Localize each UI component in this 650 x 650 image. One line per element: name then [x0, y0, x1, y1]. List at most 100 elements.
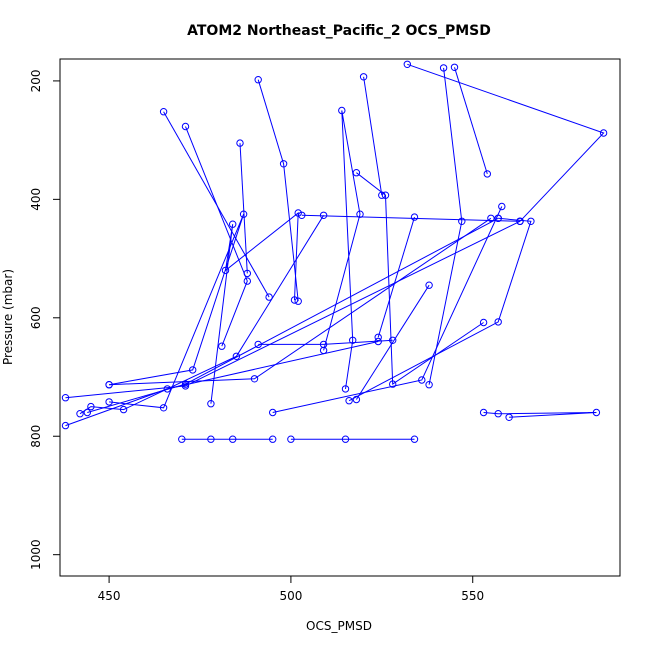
- data-point: [269, 435, 277, 443]
- data-point: [487, 214, 495, 223]
- data-point: [221, 266, 230, 275]
- data-point: [159, 404, 168, 412]
- profile-series: [178, 435, 277, 443]
- plot-frame: [59, 58, 621, 577]
- data-point: [269, 408, 277, 417]
- profile-series: [236, 139, 252, 278]
- profile-series: [287, 435, 419, 443]
- data-point: [349, 336, 357, 344]
- profile-series: [479, 408, 601, 421]
- data-point: [352, 395, 361, 404]
- data-point: [341, 435, 350, 443]
- x-axis-label: OCS_PMSD: [306, 619, 372, 633]
- data-point: [374, 333, 382, 341]
- data-point: [599, 129, 608, 137]
- y-tick-label: 200: [29, 69, 43, 92]
- data-point: [250, 375, 259, 383]
- data-point: [87, 402, 95, 411]
- data-point: [319, 346, 328, 355]
- data-point: [189, 366, 197, 374]
- profile-series: [345, 214, 535, 405]
- series-line: [356, 172, 484, 386]
- data-point: [479, 318, 488, 327]
- chart-title: ATOM2 Northeast_Pacific_2 OCS_PMSD: [187, 23, 491, 39]
- x-tick-label: 500: [279, 589, 302, 603]
- data-point: [418, 376, 426, 384]
- data-point: [338, 106, 346, 115]
- data-point: [76, 410, 84, 418]
- profile-series: [181, 122, 252, 350]
- series-line: [355, 284, 430, 400]
- series-line: [239, 143, 248, 274]
- data-point: [105, 398, 113, 406]
- series-line: [363, 76, 383, 196]
- data-point: [254, 76, 262, 84]
- data-point: [287, 435, 295, 443]
- data-point: [319, 211, 328, 220]
- series-line: [454, 67, 488, 175]
- profile-series: [374, 213, 419, 341]
- y-axis-label: Pressure (mbar): [1, 269, 15, 365]
- data-point: [381, 191, 390, 199]
- series-line: [483, 412, 597, 418]
- profile-series: [352, 169, 488, 388]
- data-point: [425, 381, 433, 389]
- profile-series: [425, 64, 466, 389]
- data-point: [294, 297, 302, 305]
- data-point: [294, 209, 302, 217]
- series-layer: [61, 60, 608, 443]
- profile-series: [359, 73, 386, 199]
- data-point: [83, 408, 92, 417]
- y-tick-label: 800: [29, 425, 43, 448]
- series-line: [258, 339, 393, 345]
- data-point: [505, 413, 513, 421]
- y-tick-label: 400: [29, 188, 43, 211]
- data-point: [425, 281, 433, 289]
- data-point: [494, 214, 502, 223]
- series-line: [348, 217, 532, 402]
- series-line: [109, 214, 245, 409]
- x-axis: 450 500 550: [98, 576, 484, 603]
- data-point: [181, 380, 190, 388]
- data-point: [389, 336, 397, 344]
- data-point: [236, 139, 244, 147]
- x-tick-label: 450: [98, 589, 121, 603]
- profile-series: [352, 281, 433, 404]
- data-point: [378, 191, 386, 199]
- data-point: [218, 342, 226, 350]
- data-point: [229, 435, 237, 443]
- series-line: [65, 220, 521, 399]
- profile-series: [105, 210, 248, 412]
- x-tick-label: 550: [461, 589, 484, 603]
- data-point: [345, 397, 353, 405]
- profile-series: [403, 60, 608, 226]
- series-line: [185, 126, 248, 347]
- data-point: [341, 385, 350, 393]
- data-point: [178, 435, 186, 443]
- data-point: [483, 170, 491, 178]
- data-point: [232, 352, 241, 360]
- data-point: [410, 435, 419, 443]
- data-point: [527, 217, 535, 226]
- profile-series: [319, 106, 364, 393]
- data-point: [458, 217, 466, 226]
- series-line: [301, 214, 521, 222]
- data-point: [243, 269, 252, 278]
- series-line: [257, 79, 299, 302]
- data-point: [498, 202, 506, 211]
- data-point: [61, 394, 70, 402]
- y-tick-label: 1000: [29, 539, 43, 570]
- data-point: [105, 381, 113, 389]
- y-tick-label: 600: [29, 306, 43, 329]
- data-point: [450, 63, 459, 72]
- data-point: [229, 220, 237, 228]
- data-point: [181, 122, 190, 131]
- profile-series: [105, 214, 495, 389]
- series-line: [272, 206, 503, 413]
- series-line: [109, 217, 492, 386]
- y-axis: 200 400 600 800 1000: [29, 69, 60, 570]
- profile-series: [207, 209, 302, 408]
- data-point: [410, 213, 419, 221]
- data-point: [389, 380, 397, 388]
